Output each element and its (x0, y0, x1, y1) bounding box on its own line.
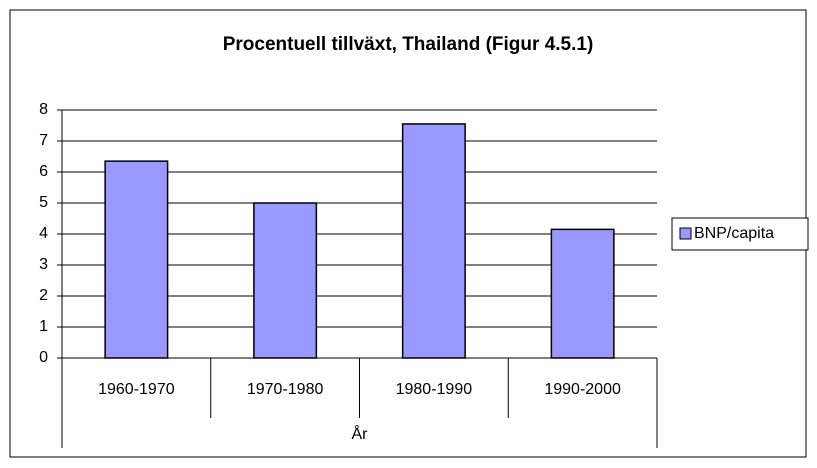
y-tick-label: 0 (39, 349, 48, 366)
y-tick-label: 8 (39, 101, 48, 118)
y-tick-label: 2 (39, 287, 48, 304)
y-tick-label: 3 (39, 256, 48, 273)
legend-label: BNP/capita (694, 225, 774, 242)
x-axis-label: År (352, 424, 369, 443)
y-tick-label: 6 (39, 163, 48, 180)
chart-title: Procentuell tillväxt, Thailand (Figur 4.… (223, 34, 594, 55)
bar (253, 202, 318, 359)
y-tick-label: 7 (39, 132, 48, 149)
bar (401, 123, 466, 359)
x-tick-label: 1980-1990 (396, 381, 473, 398)
bar (550, 228, 615, 359)
x-tick-label: 1990-2000 (544, 381, 621, 398)
bar (104, 160, 169, 359)
x-tick-label: 1960-1970 (98, 381, 175, 398)
y-tick-label: 5 (39, 194, 48, 211)
y-tick-label: 4 (39, 225, 48, 242)
legend-swatch (679, 227, 692, 240)
y-tick-label: 1 (39, 318, 48, 335)
legend-box (671, 217, 809, 251)
x-tick-label: 1970-1980 (247, 381, 324, 398)
